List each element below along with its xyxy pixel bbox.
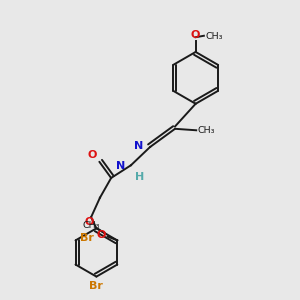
Text: CH₃: CH₃ <box>82 221 100 230</box>
Text: Br: Br <box>89 281 103 291</box>
Text: N: N <box>116 161 126 171</box>
Text: CH₃: CH₃ <box>197 126 215 135</box>
Text: O: O <box>96 230 106 239</box>
Text: Br: Br <box>80 233 94 243</box>
Text: H: H <box>135 172 144 182</box>
Text: O: O <box>88 150 97 160</box>
Text: O: O <box>85 217 94 227</box>
Text: N: N <box>134 142 143 152</box>
Text: O: O <box>191 30 200 40</box>
Text: CH₃: CH₃ <box>206 32 224 40</box>
